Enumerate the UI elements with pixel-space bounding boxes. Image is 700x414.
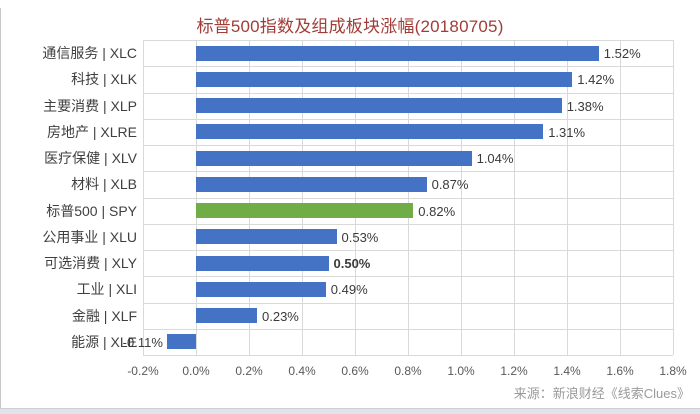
x-axis-tick-label: 1.4% [553,364,581,378]
category-label: 公用事业 | XLU [42,228,137,245]
x-axis-tick-label: 1.0% [447,364,475,378]
vertical-gridline [673,40,674,355]
bar-sector [196,176,427,192]
horizontal-gridline [143,118,673,120]
horizontal-gridline [143,66,673,68]
bar-sector [196,45,599,61]
x-axis-tick-label: 1.6% [606,364,634,378]
x-axis-tick-label: 0.8% [394,364,422,378]
horizontal-gridline [143,302,673,304]
x-axis-tick-label: 1.8% [659,364,687,378]
bar-value-label: 0.23% [262,308,299,324]
x-axis-tick-label: 0.6% [341,364,369,378]
category-label: 标普500 | SPY [46,202,137,219]
horizontal-gridline [143,171,673,173]
category-label: 材料 | XLB [71,176,137,193]
bar-sector [196,255,329,271]
x-axis-tick-label: 0.2% [235,364,263,378]
bar-sector [166,334,196,350]
window-bottom-strip [0,408,700,414]
category-label: 房地产 | XLRE [47,123,137,140]
category-label: 医疗保健 | XLV [44,150,137,166]
bar-value-label: 0.50% [333,256,371,272]
category-label: 工业 | XLI [76,281,137,298]
horizontal-gridline [143,328,673,330]
bar-sector [196,308,257,324]
chart-title: 标普500指数及组成板块涨幅(20180705) [196,17,504,36]
bar-value-label: 1.42% [577,72,615,88]
category-label: 可选消费 | XLY [44,255,137,271]
x-axis-tick-label: 0.0% [182,364,210,378]
bar-value-label: 1.04% [476,151,514,167]
horizontal-gridline [143,223,673,225]
bar-value-label: 1.31% [548,124,586,140]
horizontal-gridline [143,145,673,146]
x-axis-tick-label: 0.4% [288,364,316,378]
bar-sp500 [196,203,414,219]
bar-value-label: 0.87% [431,177,469,193]
bar-value-label: -0.11% [122,334,163,350]
bar-sector [196,281,326,297]
bar-sector [196,229,337,245]
horizontal-gridline [143,276,673,278]
bar-sector [196,124,544,140]
category-label: 能源 | XLE [71,333,137,350]
horizontal-gridline [143,250,673,251]
x-axis-tick-label: -0.2% [127,364,159,378]
bar-value-label: 1.52% [603,46,641,62]
x-axis-tick-label: 1.2% [500,364,528,378]
category-axis: 通信服务 | XLC 科技 | XLK 主要消费 | XLP 房地产 | XLRE 医疗… [0,40,137,355]
bar-sector [196,98,562,114]
bar-value-label: 0.49% [330,282,368,298]
window-left-border [0,8,1,410]
source-note: 来源：新浪财经《线索Clues》 [513,386,690,401]
horizontal-gridline [143,197,673,199]
horizontal-gridline [143,40,673,41]
plot-area: 1.52% 1.42% 1.38% 1.31% 1.04% 0.87% 0.82% 0.53%… [123,40,674,356]
bar-value-label: 0.82% [418,203,456,219]
horizontal-gridline [143,355,673,356]
category-label: 通信服务 | XLC [42,45,137,61]
bar-sector [196,150,472,166]
horizontal-gridline [143,92,673,94]
bar-value-label: 0.53% [341,229,379,245]
category-label: 主要消费 | XLP [43,97,137,114]
category-label: 科技 | XLK [71,71,137,88]
bar-value-label: 1.38% [566,98,604,114]
bar-sector [196,71,573,87]
category-label: 金融 | XLF [71,307,137,324]
